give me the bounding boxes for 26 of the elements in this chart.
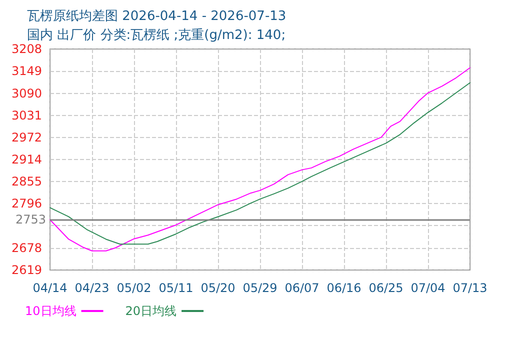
x-tick-label: 06/07 (284, 281, 320, 295)
x-tick-label: 05/02 (116, 281, 152, 295)
x-tick-label: 04/23 (74, 281, 110, 295)
y-tick-label: 3208 (11, 42, 42, 56)
y-tick-label: 2796 (11, 196, 42, 211)
x-tick-label: 07/13 (452, 281, 488, 295)
y-tick-label: 3090 (11, 86, 42, 100)
legend-label: 10日均线 (24, 304, 76, 318)
x-tick-label: 05/29 (242, 281, 278, 295)
x-tick-label: 04/14 (32, 281, 68, 295)
y-tick-label: 3149 (11, 64, 42, 78)
x-tick-label: 06/16 (326, 281, 362, 295)
y-tick-label: 2619 (11, 263, 42, 277)
y-tick-label: 2678 (11, 240, 42, 255)
y-tick-label: 2972 (11, 130, 42, 145)
x-tick-label: 06/25 (368, 281, 404, 295)
ref-line-label: 2753 (15, 212, 46, 227)
legend-label: 20日均线 (125, 304, 177, 318)
x-tick-label: 05/20 (200, 281, 236, 295)
y-tick-label: 3031 (11, 108, 42, 122)
x-tick-label: 07/04 (410, 281, 446, 295)
x-tick-label: 05/11 (158, 281, 194, 295)
y-tick-label: 2914 (11, 152, 42, 166)
chart-subtitle: 国内 出厂价 分类:瓦楞纸 ;克重(g/m2): 140; (27, 28, 286, 43)
y-tick-label: 2855 (11, 174, 42, 188)
chart-title: 瓦楞原纸均差图 2026-04-14 - 2026-07-13 (27, 9, 286, 24)
